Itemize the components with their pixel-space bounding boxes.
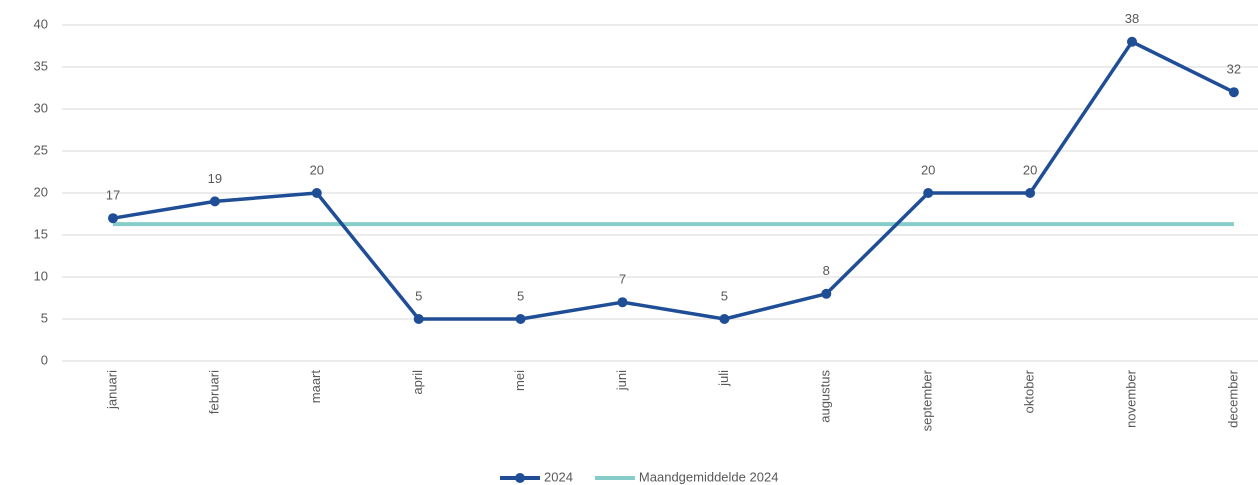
x-tick-label: november [1123, 369, 1138, 427]
point [1127, 36, 1137, 47]
legend-label: Maandgemiddelde 2024 [639, 469, 779, 484]
x-tick-label: augustus [818, 370, 833, 423]
data-label: 19 [208, 171, 222, 186]
legend-marker [515, 473, 525, 483]
data-label: 20 [310, 162, 324, 177]
x-tick-label: juni [614, 370, 629, 391]
x-tick-label: september [920, 369, 935, 431]
x-tick-label: februari [206, 370, 221, 414]
point [923, 188, 934, 198]
data-label: 20 [1023, 162, 1037, 177]
y-tick-label: 25 [34, 142, 48, 157]
data-label: 17 [106, 188, 120, 203]
y-tick-label: 40 [34, 16, 48, 31]
point [108, 213, 118, 224]
x-tick-label: mei [512, 370, 527, 391]
point [821, 288, 832, 299]
x-tick-label: oktober [1022, 369, 1037, 413]
y-tick-label: 5 [41, 310, 48, 325]
x-tick-label: juli [716, 370, 731, 387]
point [719, 314, 730, 324]
data-label: 32 [1227, 62, 1241, 77]
point [209, 196, 220, 207]
series-line [112, 40, 1235, 321]
data-label: 8 [823, 263, 830, 278]
x-tick-label: december [1225, 369, 1240, 427]
legend-label: 2024 [544, 469, 573, 484]
x-tick-label: april [410, 370, 425, 395]
y-tick-label: 0 [41, 352, 48, 367]
point [311, 188, 322, 198]
data-label: 5 [415, 288, 422, 303]
x-tick-label: januari [104, 370, 119, 410]
data-label: 5 [721, 288, 728, 303]
y-tick-label: 15 [34, 226, 48, 241]
point [413, 314, 424, 324]
y-tick-label: 35 [34, 58, 48, 73]
point [1228, 87, 1239, 98]
point [515, 314, 526, 324]
point [1025, 188, 1036, 198]
data-label: 5 [517, 288, 524, 303]
data-label: 7 [619, 272, 626, 287]
y-tick-label: 20 [34, 184, 48, 199]
data-label: 20 [921, 162, 935, 177]
data-label: 38 [1125, 11, 1139, 26]
x-tick-label: maart [308, 370, 323, 404]
y-tick-label: 10 [34, 268, 48, 283]
y-tick-label: 30 [34, 100, 48, 115]
point [617, 297, 628, 308]
